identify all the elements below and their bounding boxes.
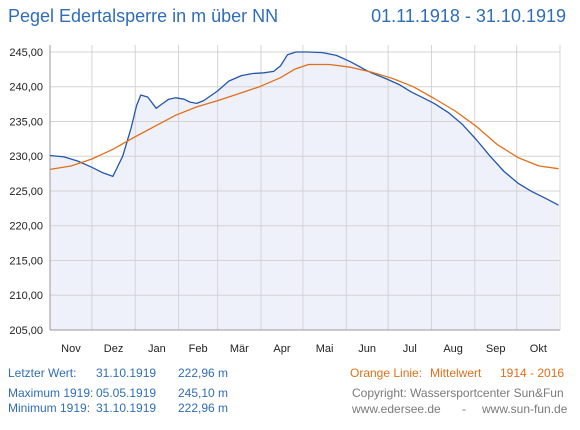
x-tick-label: Feb <box>189 343 208 355</box>
period-range: 01.11.1918 - 31.10.1919 <box>371 6 566 26</box>
y-tick-label: 205,00 <box>9 325 43 337</box>
y-tick-label: 215,00 <box>9 255 43 267</box>
link-sun-fun[interactable]: www.sun-fun.de <box>482 402 568 416</box>
link-edersee[interactable]: www.edersee.de <box>352 402 441 416</box>
x-tick-label: Nov <box>61 343 81 355</box>
maximum-date: 05.05.1919 <box>96 386 157 400</box>
last-value-level: 222,96 m <box>178 366 229 380</box>
x-tick-label: Jun <box>358 343 376 355</box>
link-separator: - <box>462 402 466 416</box>
legend-years: 1914 - 2016 <box>500 366 565 380</box>
minimum-label: Minimum 1919: <box>8 401 91 415</box>
y-tick-label: 230,00 <box>9 151 43 163</box>
chart-title: Pegel Edertalsperre in m über NN <box>8 6 279 26</box>
x-tick-label: Jul <box>403 343 417 355</box>
x-tick-label: Jan <box>148 343 166 355</box>
x-tick-label: Mär <box>230 343 249 355</box>
legend-label: Orange Linie: <box>350 366 423 380</box>
water-level-chart: 205,00 210,00 215,00 220,00 225,00 230,00 235,… <box>9 45 561 355</box>
copyright-text: Copyright: Wassersportcenter Sun&Fun <box>352 386 564 400</box>
mean-line <box>49 63 559 171</box>
y-tick-label: 240,00 <box>9 82 43 94</box>
y-tick-label: 210,00 <box>9 290 43 302</box>
y-tick-label: 220,00 <box>9 221 43 233</box>
x-tick-label: Aug <box>443 343 463 355</box>
minimum-date: 31.10.1919 <box>96 401 157 415</box>
x-tick-label: Okt <box>530 343 547 355</box>
x-tick-label: Sep <box>486 343 506 355</box>
last-value-date: 31.10.1919 <box>96 366 157 380</box>
maximum-level: 245,10 m <box>178 386 229 400</box>
x-tick-label: Mai <box>316 343 334 355</box>
y-tick-label: 225,00 <box>9 186 43 198</box>
y-tick-label: 235,00 <box>9 116 43 128</box>
minimum-level: 222,96 m <box>178 401 229 415</box>
x-tick-label: Apr <box>273 343 290 355</box>
y-tick-label: 245,00 <box>9 47 43 59</box>
maximum-label: Maximum 1919: <box>8 386 94 400</box>
last-value-label: Letzter Wert: <box>8 366 77 380</box>
water-level-line <box>49 51 559 206</box>
x-tick-label: Dez <box>104 343 124 355</box>
legend-text: Mittelwert <box>430 366 482 380</box>
